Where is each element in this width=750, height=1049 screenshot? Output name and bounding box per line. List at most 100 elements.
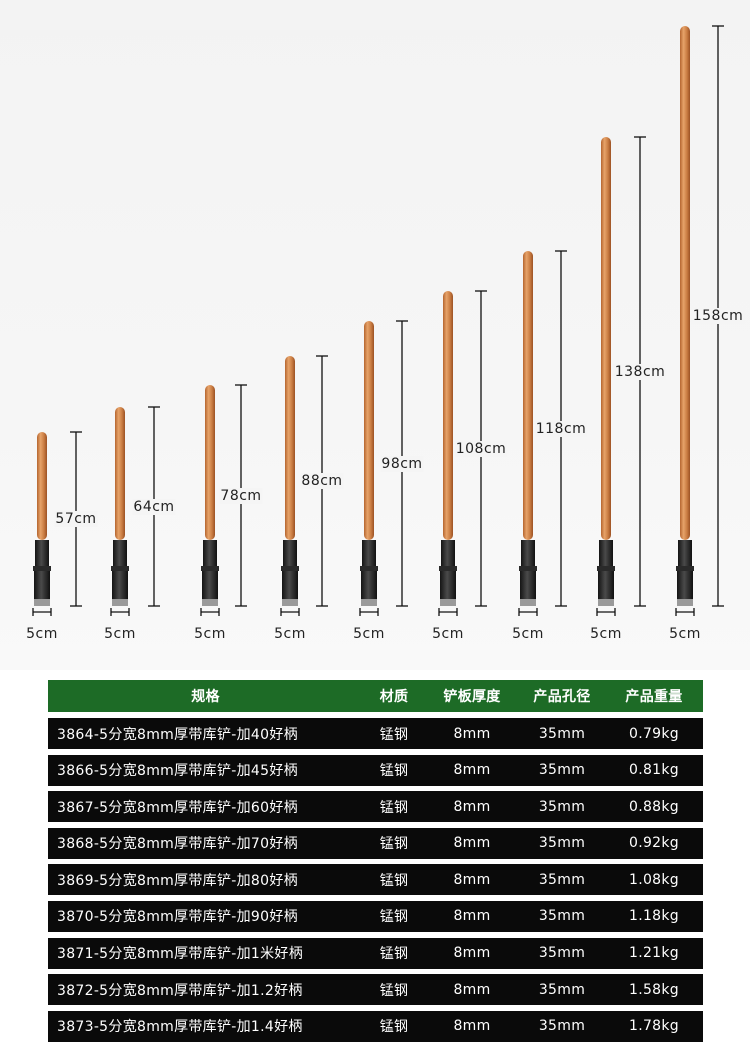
socket-collar bbox=[201, 566, 219, 571]
table-header: 规格 材质 铲板厚度 产品孔径 产品重量 bbox=[48, 680, 703, 712]
header-material: 材质 bbox=[379, 689, 409, 705]
length-label: 138cm bbox=[613, 363, 667, 380]
cell-bore: 35mm bbox=[538, 762, 586, 779]
cell-weight: 0.92kg bbox=[629, 835, 679, 852]
cell-material: 锰钢 bbox=[379, 1019, 409, 1036]
width-label: 5cm bbox=[590, 626, 622, 642]
width-label: 5cm bbox=[26, 626, 58, 642]
shovel-blade bbox=[520, 571, 536, 599]
cell-spec: 3871-5分宽8mm厚带库铲-加1米好柄 bbox=[57, 946, 304, 963]
table-row: 3873-5分宽8mm厚带库铲-加1.4好柄 锰钢 8mm 35mm 1.78kg bbox=[48, 1010, 703, 1042]
cell-thickness: 8mm bbox=[453, 871, 491, 888]
cell-spec: 3868-5分宽8mm厚带库铲-加70好柄 bbox=[57, 836, 298, 853]
cell-bore: 35mm bbox=[538, 871, 586, 888]
width-label: 5cm bbox=[432, 626, 464, 642]
cell-thickness: 8mm bbox=[453, 798, 491, 815]
width-label: 5cm bbox=[669, 626, 701, 642]
length-label: 64cm bbox=[132, 498, 176, 515]
metal-socket bbox=[521, 540, 535, 566]
blade-edge bbox=[598, 599, 614, 606]
table-row: 3872-5分宽8mm厚带库铲-加1.2好柄 锰钢 8mm 35mm 1.58kg bbox=[48, 974, 703, 1006]
tools-illustration bbox=[32, 25, 724, 616]
header-weight: 产品重量 bbox=[625, 689, 683, 705]
socket-collar bbox=[360, 566, 378, 571]
table-row: 3868-5分宽8mm厚带库铲-加70好柄 锰钢 8mm 35mm 0.92kg bbox=[48, 827, 703, 859]
width-label: 5cm bbox=[274, 626, 306, 642]
metal-socket bbox=[678, 540, 692, 566]
blade-edge bbox=[361, 599, 377, 606]
socket-collar bbox=[597, 566, 615, 571]
shovel-blade bbox=[440, 571, 456, 599]
table-row: 3866-5分宽8mm厚带库铲-加45好柄 锰钢 8mm 35mm 0.81kg bbox=[48, 754, 703, 786]
header-bore: 产品孔径 bbox=[533, 689, 591, 705]
shovel-blade bbox=[677, 571, 693, 599]
cell-spec: 3873-5分宽8mm厚带库铲-加1.4好柄 bbox=[57, 1019, 303, 1036]
cell-spec: 3872-5分宽8mm厚带库铲-加1.2好柄 bbox=[57, 982, 303, 999]
cell-material: 锰钢 bbox=[379, 872, 409, 889]
cell-spec: 3864-5分宽8mm厚带库铲-加40好柄 bbox=[57, 726, 298, 743]
wooden-handle bbox=[115, 407, 125, 540]
spec-table: 规格 材质 铲板厚度 产品孔径 产品重量 3864-5分宽8mm厚带库铲-加40… bbox=[48, 680, 703, 1047]
cell-thickness: 8mm bbox=[453, 945, 491, 962]
table-row: 3867-5分宽8mm厚带库铲-加60好柄 锰钢 8mm 35mm 0.88kg bbox=[48, 791, 703, 823]
wooden-handle bbox=[285, 356, 295, 540]
header-thickness: 铲板厚度 bbox=[443, 689, 501, 705]
cell-material: 锰钢 bbox=[379, 726, 409, 743]
metal-socket bbox=[283, 540, 297, 566]
cell-thickness: 8mm bbox=[453, 908, 491, 925]
blade-edge bbox=[440, 599, 456, 606]
socket-collar bbox=[281, 566, 299, 571]
cell-weight: 1.78kg bbox=[629, 1018, 679, 1035]
cell-weight: 1.58kg bbox=[629, 981, 679, 998]
wooden-handle bbox=[523, 251, 533, 540]
cell-weight: 1.21kg bbox=[629, 945, 679, 962]
wooden-handle bbox=[364, 321, 374, 540]
cell-thickness: 8mm bbox=[453, 835, 491, 852]
metal-socket bbox=[362, 540, 376, 566]
length-label: 108cm bbox=[454, 440, 508, 457]
table-row: 3869-5分宽8mm厚带库铲-加80好柄 锰钢 8mm 35mm 1.08kg bbox=[48, 864, 703, 896]
width-label: 5cm bbox=[104, 626, 136, 642]
length-label: 118cm bbox=[534, 420, 588, 437]
cell-weight: 1.08kg bbox=[629, 871, 679, 888]
cell-weight: 0.81kg bbox=[629, 762, 679, 779]
cell-bore: 35mm bbox=[538, 908, 586, 925]
wooden-handle bbox=[680, 26, 690, 540]
width-label: 5cm bbox=[353, 626, 385, 642]
cell-bore: 35mm bbox=[538, 1018, 586, 1035]
cell-material: 锰钢 bbox=[379, 763, 409, 780]
shovel-blade bbox=[202, 571, 218, 599]
socket-collar bbox=[33, 566, 51, 571]
length-label: 78cm bbox=[219, 487, 263, 504]
cell-bore: 35mm bbox=[538, 798, 586, 815]
cell-weight: 1.18kg bbox=[629, 908, 679, 925]
cell-weight: 0.79kg bbox=[629, 725, 679, 742]
socket-collar bbox=[676, 566, 694, 571]
product-lineup: 57cm 5cm 64cm 5cm 78cm 5cm 88cm 5cm 98cm 5cm 108cm… bbox=[0, 0, 750, 670]
cell-spec: 3867-5分宽8mm厚带库铲-加60好柄 bbox=[57, 799, 298, 816]
wooden-handle bbox=[37, 432, 47, 540]
width-label: 5cm bbox=[512, 626, 544, 642]
shovel-blade bbox=[598, 571, 614, 599]
cell-thickness: 8mm bbox=[453, 981, 491, 998]
cell-bore: 35mm bbox=[538, 835, 586, 852]
table-body: 3864-5分宽8mm厚带库铲-加40好柄 锰钢 8mm 35mm 0.79kg 3866… bbox=[48, 718, 703, 1042]
header-spec: 规格 bbox=[191, 689, 220, 705]
length-label: 88cm bbox=[300, 473, 344, 489]
table-row: 3864-5分宽8mm厚带库铲-加40好柄 锰钢 8mm 35mm 0.79kg bbox=[48, 718, 703, 749]
blade-edge bbox=[34, 599, 50, 606]
metal-socket bbox=[35, 540, 49, 566]
cell-weight: 0.88kg bbox=[629, 798, 679, 815]
socket-collar bbox=[439, 566, 457, 571]
shovel-blade bbox=[361, 571, 377, 599]
width-label: 5cm bbox=[194, 626, 226, 642]
metal-socket bbox=[441, 540, 455, 566]
length-label: 57cm bbox=[54, 511, 98, 527]
blade-edge bbox=[202, 599, 218, 606]
cell-bore: 35mm bbox=[538, 981, 586, 998]
cell-material: 锰钢 bbox=[379, 799, 409, 816]
cell-thickness: 8mm bbox=[453, 762, 491, 779]
cell-bore: 35mm bbox=[538, 725, 586, 742]
wooden-handle bbox=[443, 291, 453, 540]
metal-socket bbox=[599, 540, 613, 566]
